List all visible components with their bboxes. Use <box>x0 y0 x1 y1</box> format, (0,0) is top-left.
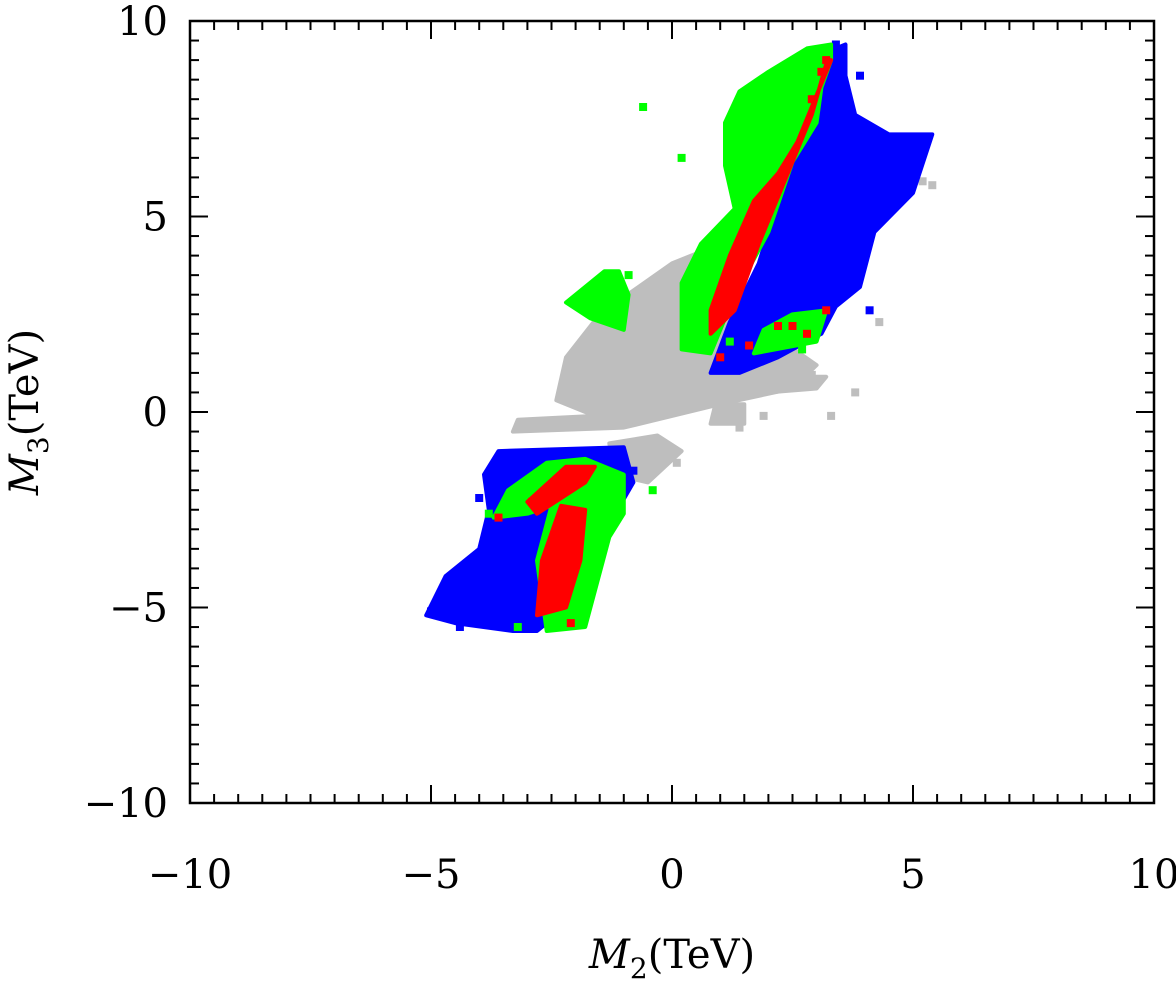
point-cluster-gray <box>708 402 747 426</box>
data-point-red <box>803 329 811 338</box>
data-point-blue <box>831 40 840 49</box>
x-tick-label: 0 <box>659 852 684 898</box>
tick-marks <box>189 20 1155 804</box>
data-point-blue <box>427 607 435 616</box>
data-point-green <box>725 337 734 346</box>
tick-labels: −10 −5 0 5 10 −10 −5 0 5 10 <box>84 0 1176 898</box>
data-point-red <box>774 322 782 330</box>
data-point-blue <box>629 466 638 475</box>
data-point-gray <box>735 423 744 432</box>
data-point-gray <box>672 458 681 467</box>
data-point-red <box>566 619 575 628</box>
y-tick-label: 10 <box>117 0 168 45</box>
data-point-red <box>788 322 797 330</box>
data-point-red <box>528 497 537 506</box>
series-red <box>494 56 834 628</box>
point-cluster-gray <box>766 374 829 395</box>
data-point-blue <box>856 71 864 80</box>
y-tick-label: −10 <box>84 781 168 827</box>
data-point-gray <box>759 411 768 420</box>
y-tick-label: 5 <box>143 195 168 241</box>
data-point-red <box>494 513 503 522</box>
data-point-green <box>648 486 657 495</box>
data-point-green <box>624 271 633 280</box>
data-point-gray <box>658 451 667 459</box>
data-point-red <box>716 353 725 362</box>
point-cluster-green <box>564 269 631 332</box>
data-point-green <box>484 509 493 518</box>
data-point-blue <box>923 134 932 143</box>
data-point-green <box>513 623 522 631</box>
x-tick-label: −10 <box>148 852 232 898</box>
data-point-green <box>639 103 648 111</box>
data-point-blue <box>455 623 464 631</box>
data-point-green <box>764 341 773 350</box>
data-point-red <box>817 67 826 76</box>
point-cluster-red <box>535 503 588 618</box>
data-point-green <box>615 501 623 510</box>
y-tick-label: −5 <box>109 586 168 632</box>
data-point-green <box>798 345 807 354</box>
data-point-red <box>807 95 816 104</box>
data-point-blue <box>865 306 874 315</box>
data-point-red <box>822 306 831 315</box>
data-point-gray <box>827 411 836 420</box>
y-tick-label: 0 <box>143 390 168 436</box>
data-point-green <box>677 153 686 162</box>
point-cluster-red <box>525 464 597 516</box>
y-axis-title: M3(TeV) <box>2 329 55 496</box>
data-point-red <box>822 56 831 65</box>
data-point-gray <box>928 181 937 190</box>
data-point-gray <box>875 318 884 327</box>
data-point-gray <box>807 370 816 379</box>
x-axis-title: M2(TeV) <box>588 932 755 984</box>
x-tick-label: −5 <box>402 852 461 898</box>
data-point-gray <box>918 177 927 186</box>
data-point-red <box>566 513 575 522</box>
x-tick-label: 10 <box>1129 852 1176 898</box>
data-point-gray <box>851 388 860 397</box>
data-point-blue <box>475 494 484 502</box>
plot-frame <box>188 19 1156 805</box>
point-cluster-red <box>708 58 834 336</box>
data-layer <box>424 40 937 633</box>
data-point-red <box>745 341 754 350</box>
x-tick-label: 5 <box>900 852 925 898</box>
